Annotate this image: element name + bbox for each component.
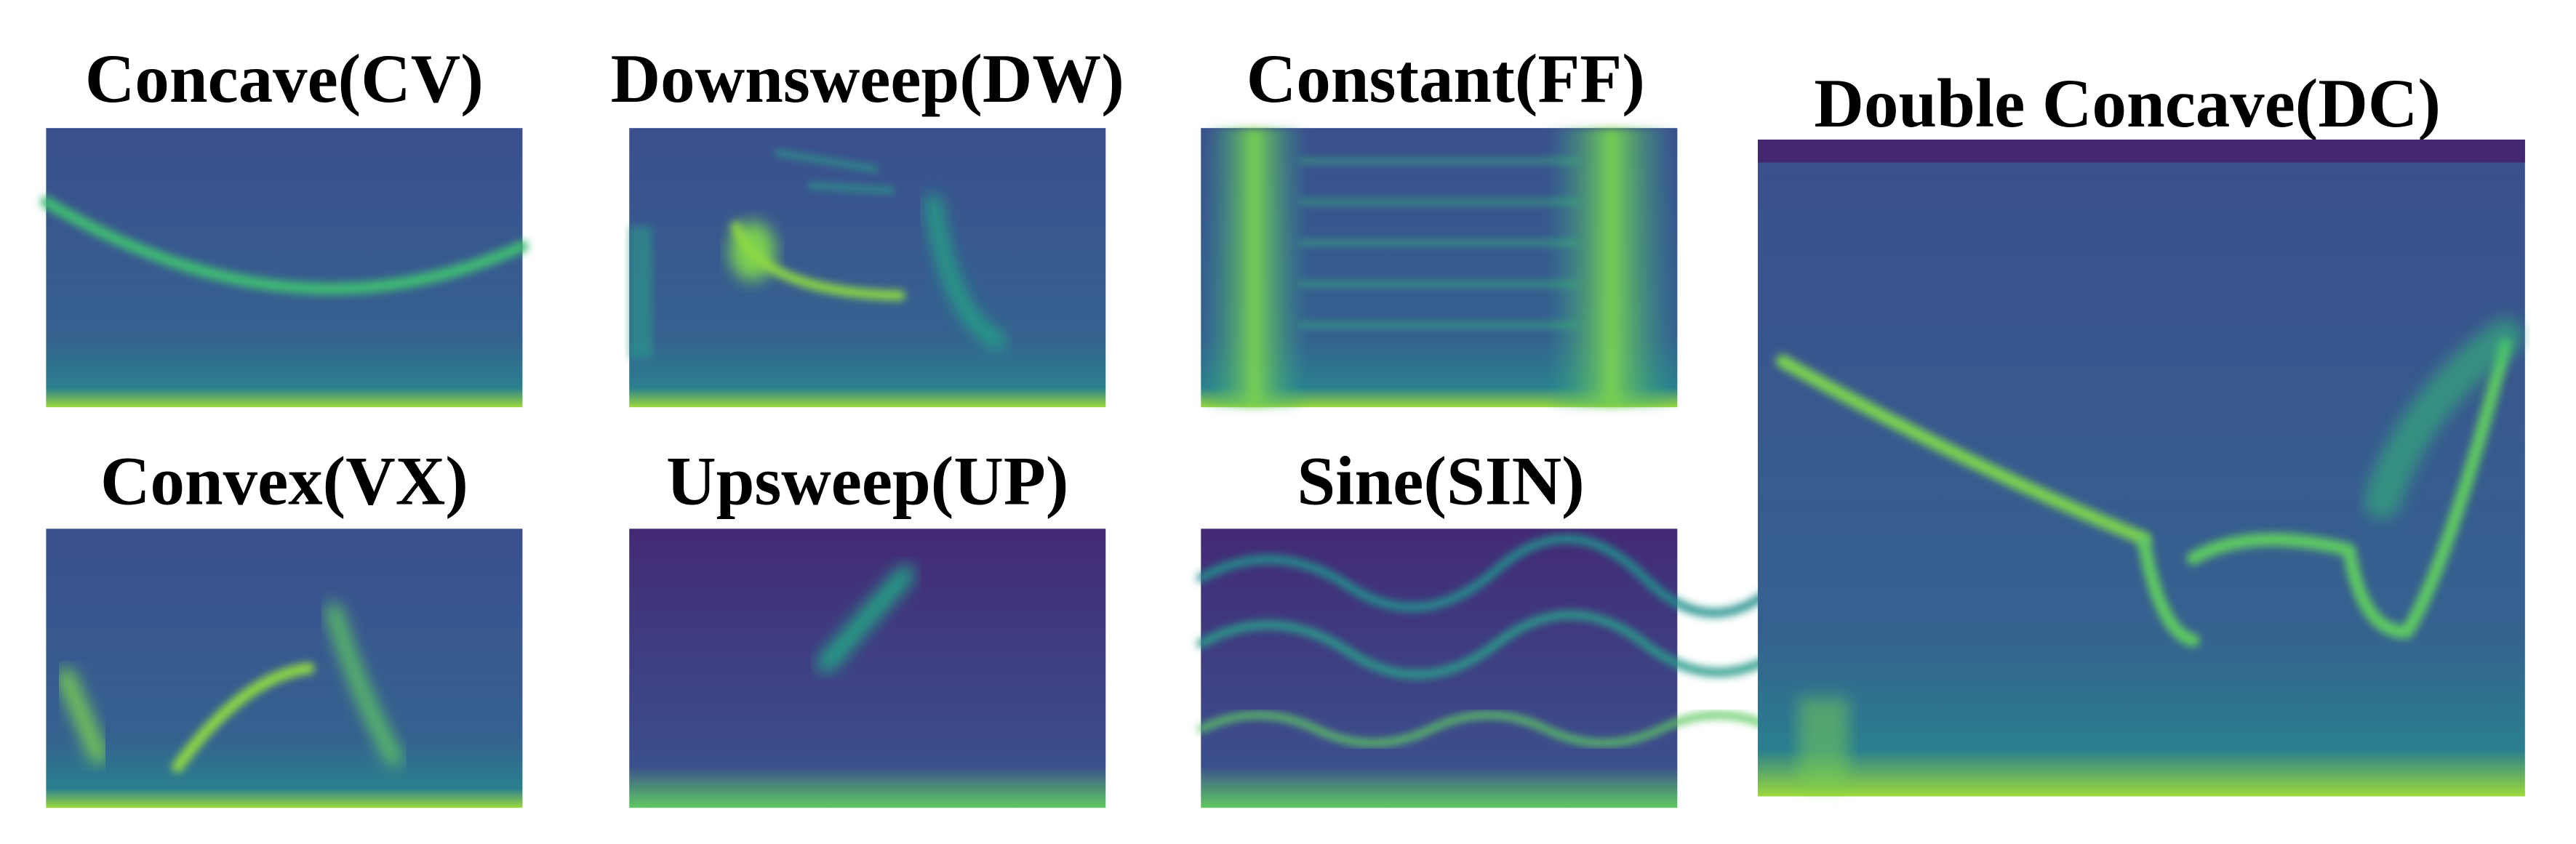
spectrogram [1196, 528, 1797, 808]
spectrogram [40, 128, 529, 408]
panel-title: Constant(FF) [1247, 40, 1645, 117]
spectrogram [629, 528, 1106, 808]
panel-title: Concave(CV) [85, 40, 484, 117]
panel-title: Double Concave(DC) [1814, 65, 2441, 142]
spectrogram [46, 528, 523, 808]
panel-title: Sine(SIN) [1297, 442, 1584, 519]
panel-title: Downsweep(DW) [611, 40, 1124, 117]
panel-title: Convex(VX) [100, 442, 468, 519]
panel-title: Upsweep(UP) [666, 442, 1068, 519]
spectrogram [629, 128, 1106, 408]
spectrogram [1201, 128, 1678, 408]
spectrogram [1758, 139, 2525, 797]
